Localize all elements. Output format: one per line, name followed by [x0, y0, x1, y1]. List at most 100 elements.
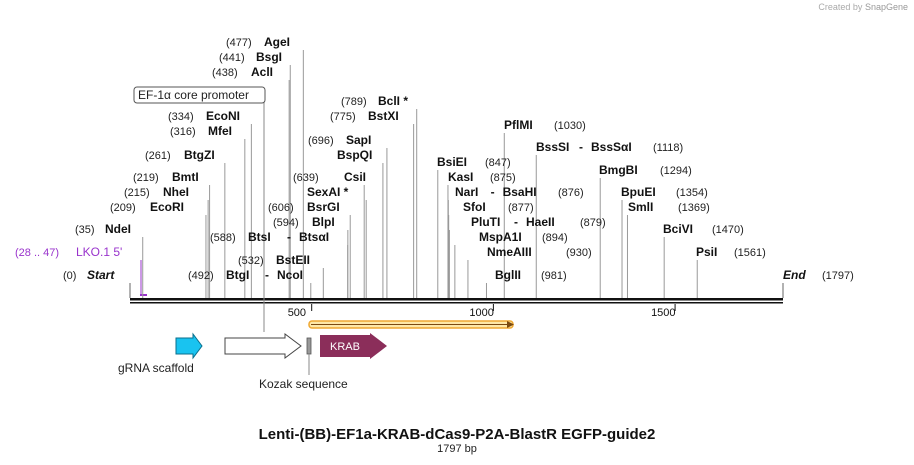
site-name[interactable]: NheI — [163, 185, 189, 199]
site-name[interactable]: AclI — [251, 65, 273, 79]
orf-arrowhead — [507, 321, 514, 328]
end-position: (1797) — [822, 270, 854, 282]
feature-krab-label: KRAB — [330, 341, 360, 353]
site-position: (441) — [219, 52, 245, 64]
site-name[interactable]: PluTI — [471, 215, 500, 229]
construct-length: 1797 bp — [437, 443, 477, 455]
feature-ef1a-promoter-arrow — [224, 333, 302, 359]
site-name[interactable]: EcoNI — [206, 109, 240, 123]
start-position: (0) — [63, 270, 76, 282]
site-name[interactable]: BlpI — [312, 215, 335, 229]
site-name[interactable]: NdeI — [105, 222, 131, 236]
site-name[interactable]: PflMI — [504, 118, 533, 132]
primer-label: LKO.1 5' — [76, 245, 122, 259]
site-name[interactable]: BmtI — [172, 170, 199, 184]
site-position: (1561) — [734, 247, 766, 259]
feature-kozak-label: Kozak sequence — [259, 377, 348, 391]
axis-tick-label: 1000 — [469, 307, 493, 319]
axis-tick-label: 1500 — [651, 307, 675, 319]
site-name-alt[interactable]: BtsαI — [299, 230, 329, 244]
site-name[interactable]: SfoI — [463, 200, 486, 214]
site-separator: - — [287, 230, 291, 244]
sequence-backbone-bottom — [130, 302, 783, 304]
site-position: (981) — [541, 270, 567, 282]
site-position: (639) — [293, 172, 319, 184]
site-position: (930) — [566, 247, 592, 259]
site-name[interactable]: BtsI — [248, 230, 271, 244]
site-name-alt[interactable]: NcoI — [277, 268, 303, 282]
sequence-backbone-top — [130, 298, 783, 301]
snapgene-logo: SnapGene — [864, 2, 908, 12]
site-name[interactable]: BclI * — [378, 94, 408, 108]
site-name[interactable]: KasI — [448, 170, 473, 184]
site-name[interactable]: BtgZI — [184, 148, 215, 162]
site-name[interactable]: MspA1I — [479, 230, 522, 244]
sequence-map: (0) Start End (1797) (28 .. 47) LKO.1 5'… — [15, 35, 854, 391]
site-separator: - — [265, 268, 269, 282]
site-name-alt[interactable]: BssSαI — [591, 140, 632, 154]
site-position: (847) — [485, 157, 511, 169]
site-position: (1369) — [678, 202, 710, 214]
site-position: (492) — [188, 270, 214, 282]
site-name[interactable]: EcoRI — [150, 200, 184, 214]
site-position: (215) — [124, 187, 150, 199]
site-name[interactable]: SexAI * — [307, 185, 349, 199]
site-name[interactable]: BsiEI — [437, 155, 467, 169]
primer-position: (28 .. 47) — [15, 247, 59, 259]
site-name[interactable]: BsrGI — [307, 200, 340, 214]
site-position: (775) — [330, 111, 356, 123]
promoter-label-box — [133, 86, 266, 104]
site-position: (875) — [490, 172, 516, 184]
site-name[interactable]: NarI — [455, 185, 478, 199]
site-name[interactable]: PsiI — [696, 245, 717, 259]
site-name[interactable]: BglII — [495, 268, 521, 282]
site-position: (219) — [133, 172, 159, 184]
site-position: (879) — [580, 217, 606, 229]
site-position: (532) — [238, 255, 264, 267]
site-name[interactable]: BspQI — [337, 148, 372, 162]
site-name[interactable]: BsgI — [256, 50, 282, 64]
site-position: (588) — [210, 232, 236, 244]
site-name[interactable]: BtgI — [226, 268, 249, 282]
site-position: (594) — [273, 217, 299, 229]
feature-ef1a-promoter-label: EF-1α core promoter — [138, 88, 249, 102]
site-position: (334) — [168, 111, 194, 123]
site-separator: - — [514, 215, 518, 229]
site-name[interactable]: BssSI — [536, 140, 569, 154]
site-name[interactable]: BstXI — [368, 109, 399, 123]
site-position: (876) — [558, 187, 584, 199]
site-position: (696) — [308, 135, 334, 147]
site-name[interactable]: BstEII — [276, 253, 310, 267]
snapgene-credit: Created by SnapGene — [818, 2, 908, 12]
site-name[interactable]: BmgBI — [599, 163, 638, 177]
feature-gRNA-scaffold-label: gRNA scaffold — [118, 361, 194, 375]
site-name[interactable]: CsiI — [344, 170, 366, 184]
site-name[interactable]: BciVI — [663, 222, 693, 236]
site-position: (877) — [508, 202, 534, 214]
site-position: (894) — [542, 232, 568, 244]
site-position: (477) — [226, 37, 252, 49]
site-position: (209) — [110, 202, 136, 214]
site-name[interactable]: NmeAIII — [487, 245, 532, 259]
site-separator: - — [491, 185, 495, 199]
site-name[interactable]: AgeI — [264, 35, 290, 49]
axis-tick-label: 500 — [288, 307, 306, 319]
feature-kozak-box — [306, 337, 312, 355]
site-name[interactable]: BpuEI — [621, 185, 656, 199]
site-position: (1030) — [554, 120, 586, 132]
site-position: (1470) — [712, 224, 744, 236]
site-name-alt[interactable]: BsaHI — [503, 185, 537, 199]
site-position: (1294) — [660, 165, 692, 177]
feature-krab-arrow — [320, 333, 387, 359]
construct-title: Lenti-(BB)-EF1a-KRAB-dCas9-P2A-BlastR EG… — [258, 426, 656, 443]
site-name[interactable]: SapI — [346, 133, 371, 147]
site-separator: - — [579, 140, 583, 154]
site-position: (606) — [268, 202, 294, 214]
site-name-alt[interactable]: HaeII — [526, 215, 555, 229]
start-label: Start — [87, 268, 115, 282]
site-name[interactable]: SmlI — [628, 200, 653, 214]
site-position: (261) — [145, 150, 171, 162]
site-name[interactable]: MfeI — [208, 124, 232, 138]
site-position: (438) — [212, 67, 238, 79]
site-position: (316) — [170, 126, 196, 138]
